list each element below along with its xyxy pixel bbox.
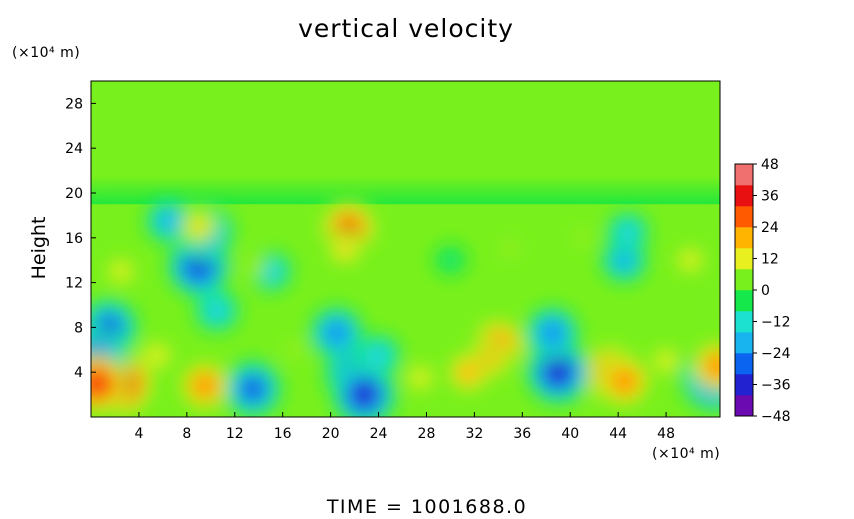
colorbar-swatch — [735, 311, 753, 333]
velocity-cell — [506, 245, 515, 253]
colorbar: 48 36 24 12 0 −12 −24 −36 −48 — [734, 157, 791, 425]
velocity-cell — [416, 374, 425, 382]
colorbar-swatch — [735, 374, 753, 396]
velocity-cell — [290, 346, 299, 354]
y-axis-unit: (×10⁴ m) — [12, 45, 81, 61]
colorbar-swatch — [735, 185, 753, 207]
velocity-cell — [711, 360, 720, 374]
velocity-cell — [578, 234, 586, 241]
y-tick-label: 28 — [65, 96, 83, 112]
colorbar-swatch — [735, 332, 753, 354]
layer-boundary — [91, 176, 720, 205]
chart-title: vertical velocity — [298, 14, 514, 43]
x-tick-label: 36 — [513, 426, 531, 442]
velocity-cell — [211, 305, 223, 316]
colorbar-tick-label: −12 — [761, 315, 791, 331]
colorbar-tick-label: −24 — [761, 346, 791, 362]
x-tick-label: 28 — [418, 426, 436, 442]
velocity-cell — [339, 244, 350, 254]
velocity-cell — [116, 267, 126, 276]
colorbar-swatch — [735, 227, 753, 249]
colorbar-swatch — [735, 290, 753, 312]
x-tick-label: 20 — [322, 426, 340, 442]
time-label: TIME = 1001688.0 — [326, 496, 528, 518]
x-tick-label: 4 — [134, 426, 143, 442]
x-tick-label: 16 — [274, 426, 292, 442]
y-tick-label: 24 — [65, 141, 83, 157]
colorbar-tick-label: 24 — [761, 220, 779, 236]
y-tick-label: 4 — [74, 365, 83, 381]
colorbar-swatch — [735, 248, 753, 270]
velocity-cell — [618, 254, 630, 266]
velocity-cell — [265, 266, 277, 277]
colorbar-tick-label: 0 — [761, 283, 770, 299]
plot-area — [90, 80, 721, 418]
velocity-cell — [198, 379, 212, 392]
colorbar-tick-label: 48 — [761, 157, 779, 173]
velocity-cell — [163, 215, 175, 227]
colorbar-swatch — [735, 164, 753, 186]
colorbar-tick-label: −48 — [761, 409, 791, 425]
velocity-cell — [330, 326, 344, 340]
colorbar-swatch — [735, 395, 753, 417]
x-tick-label: 40 — [561, 426, 579, 442]
colorbar-tick-label: 12 — [761, 252, 779, 268]
velocity-cell — [545, 326, 559, 340]
x-tick-label: 48 — [657, 426, 675, 442]
colorbar-swatch — [735, 269, 753, 291]
y-tick-label: 16 — [65, 231, 83, 247]
colorbar-tick-label: 36 — [761, 189, 779, 205]
colorbar-tick-label: −36 — [761, 378, 791, 394]
colorbar-swatch — [735, 353, 753, 375]
x-tick-label: 24 — [370, 426, 388, 442]
y-tick-label: 8 — [74, 320, 83, 336]
velocity-cell — [550, 364, 567, 381]
x-tick-label: 8 — [182, 426, 191, 442]
velocity-cell — [152, 351, 162, 360]
plot-frame — [90, 80, 721, 418]
velocity-cell — [622, 227, 634, 238]
velocity-cell — [446, 256, 455, 265]
x-axis-unit: (×10⁴ m) — [652, 446, 721, 462]
velocity-cell — [248, 262, 257, 270]
velocity-cell — [245, 381, 260, 397]
x-tick-label: 32 — [465, 426, 483, 442]
y-tick-label: 20 — [65, 186, 83, 202]
x-tick-label: 44 — [609, 426, 627, 442]
velocity-cell — [373, 350, 385, 361]
velocity-cell — [193, 221, 204, 232]
velocity-cell — [685, 256, 695, 265]
velocity-cell — [356, 386, 373, 403]
velocity-cell — [91, 375, 105, 392]
colorbar-swatch — [735, 206, 753, 228]
y-tick-label: 12 — [65, 276, 83, 292]
velocity-cell — [462, 366, 474, 378]
velocity-cell — [661, 357, 671, 365]
x-tick-label: 12 — [226, 426, 244, 442]
velocity-cell — [191, 258, 207, 274]
velocity-cell — [617, 374, 631, 388]
